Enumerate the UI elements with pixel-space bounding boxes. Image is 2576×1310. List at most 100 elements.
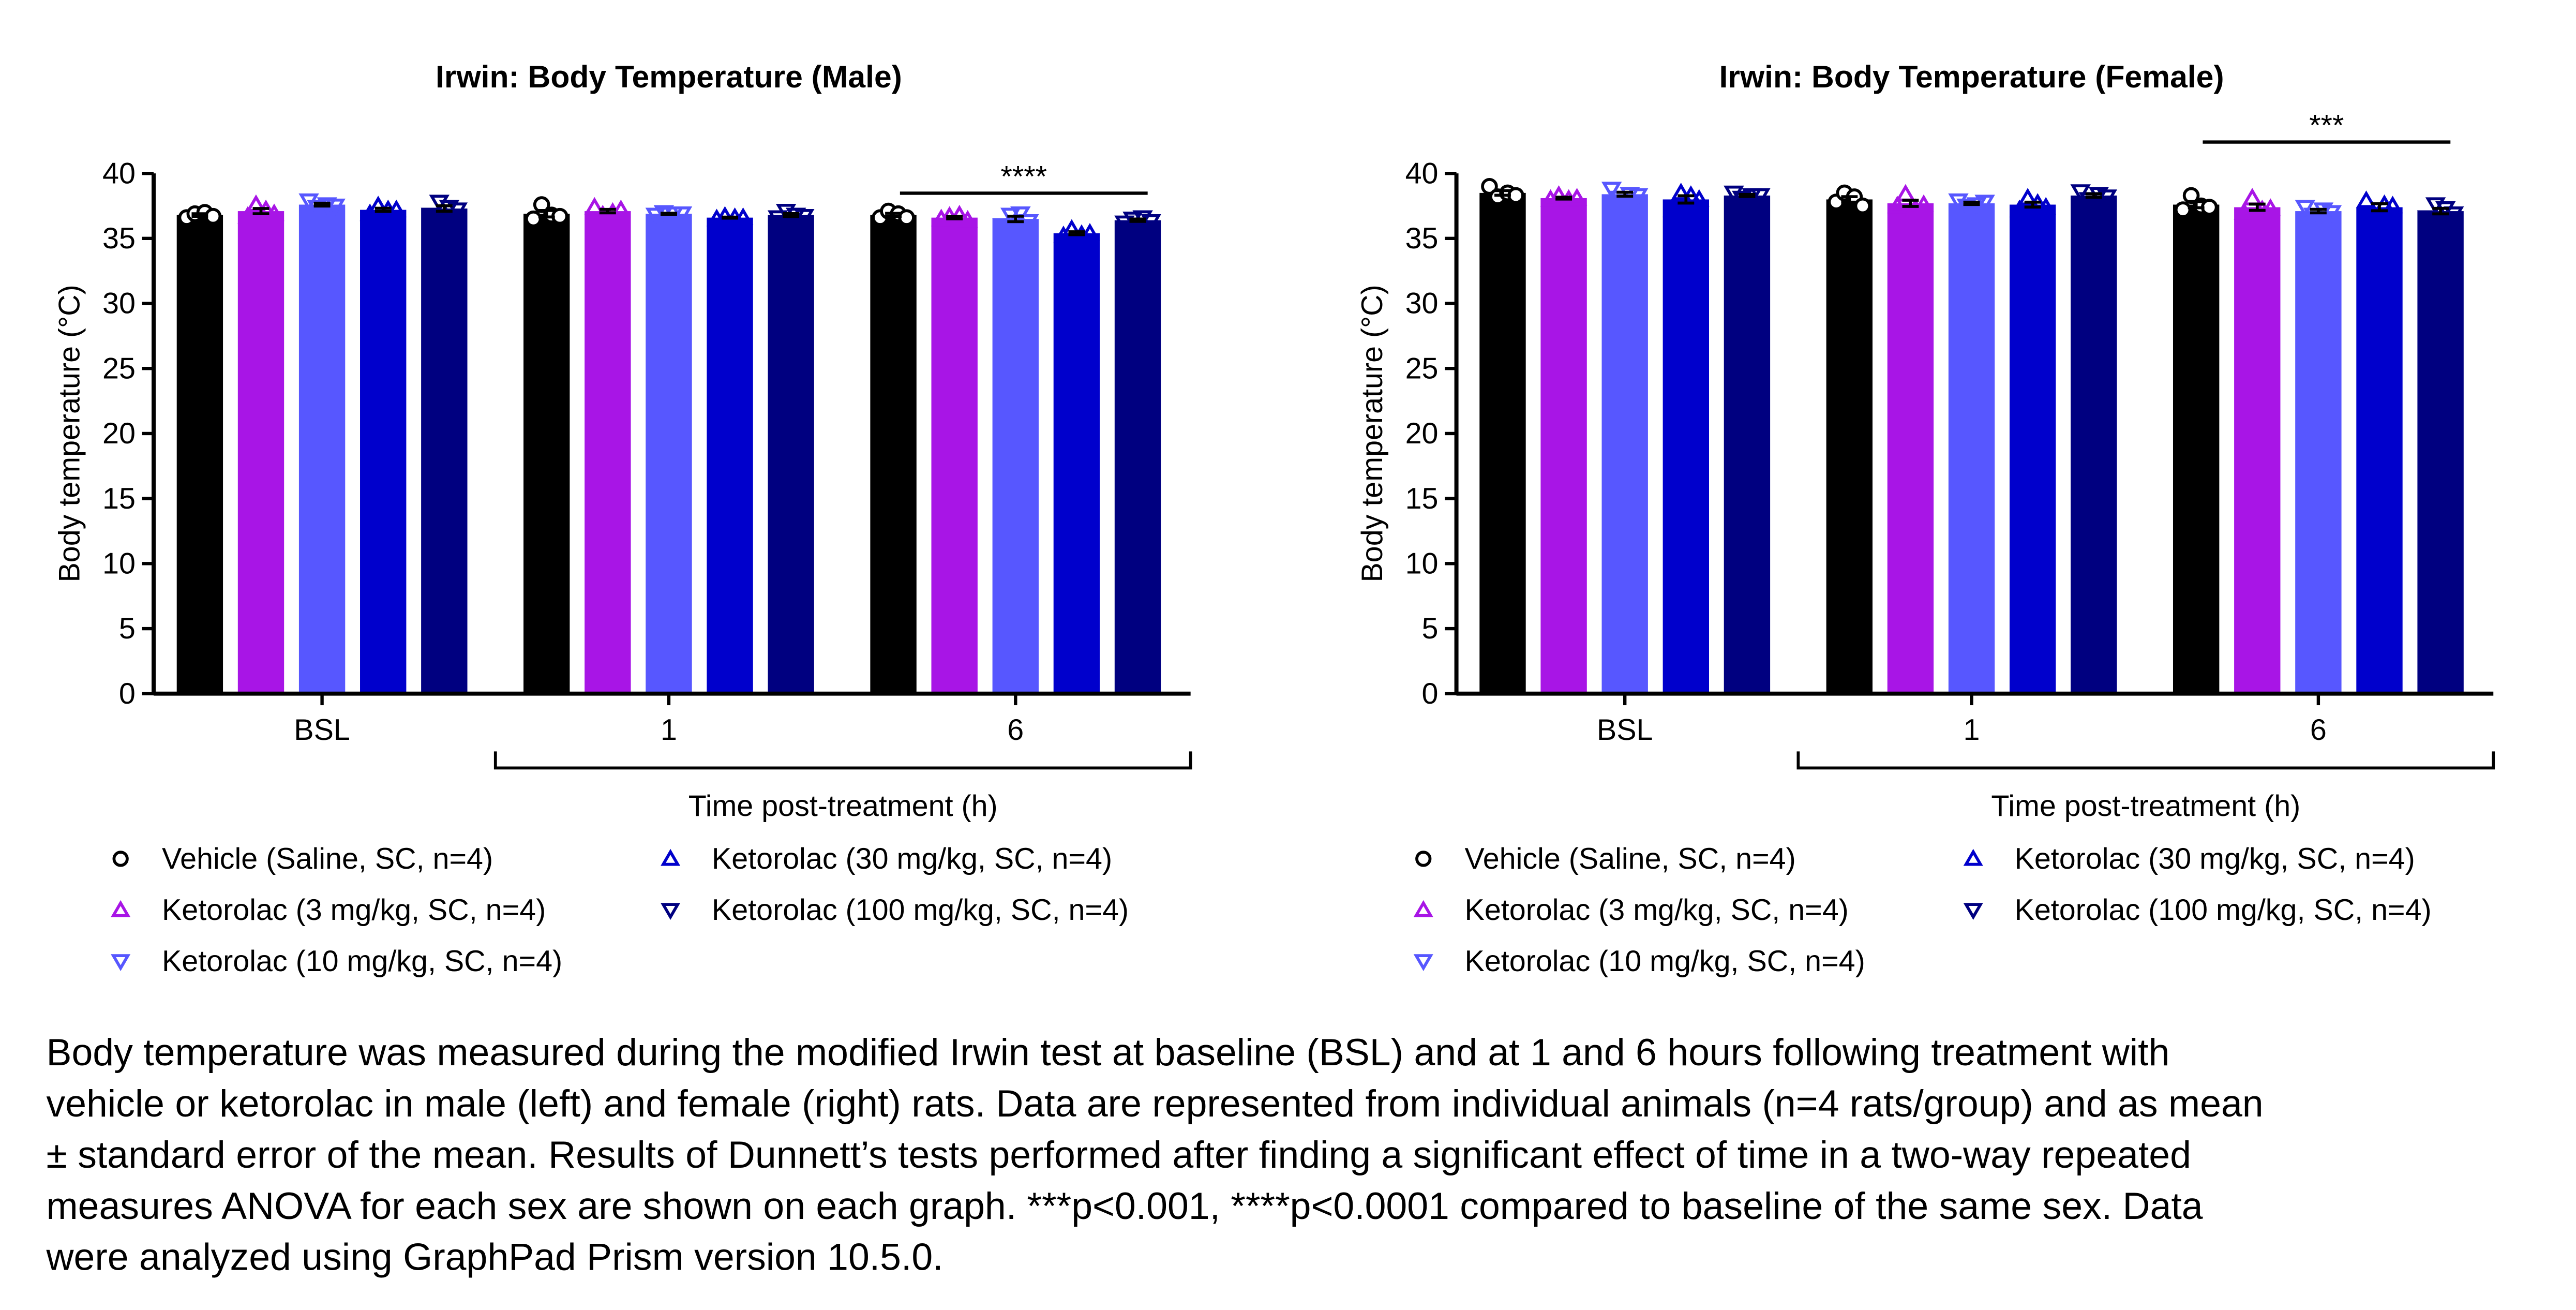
error-bar	[599, 207, 616, 215]
bar	[237, 211, 284, 694]
point	[237, 206, 258, 224]
point	[732, 207, 754, 225]
point	[204, 207, 222, 225]
bar	[523, 214, 570, 694]
point	[2096, 189, 2118, 207]
point	[1887, 196, 1908, 214]
y-tick-label: 20	[1405, 417, 1439, 450]
point	[2321, 205, 2342, 223]
point	[2017, 188, 2038, 206]
y-tick-label: 5	[119, 612, 136, 645]
group-bracket	[493, 751, 1192, 770]
error-bar	[436, 204, 453, 213]
chart-title: Irwin: Body Temperature (Female)	[1719, 59, 2224, 94]
point	[1507, 187, 1524, 204]
bar	[1887, 203, 1934, 694]
x-tick-label: BSL	[294, 713, 350, 747]
caption-line: Body temperature was measured during the…	[47, 1031, 2170, 1074]
legend-marker	[661, 903, 681, 920]
point	[2443, 206, 2464, 224]
error-bar	[2432, 206, 2449, 216]
y-tick-label: 0	[1422, 677, 1439, 710]
point	[386, 199, 407, 217]
error-bar	[1555, 196, 1572, 201]
error-bar	[1007, 215, 1024, 224]
point	[767, 210, 788, 228]
point	[898, 209, 915, 226]
error-bar	[1739, 193, 1756, 198]
error-bar	[1068, 230, 1085, 236]
point	[1114, 215, 1135, 233]
error-bar	[375, 206, 392, 213]
y-tick-label: 10	[1405, 547, 1439, 580]
point	[1663, 199, 1683, 217]
point	[2234, 202, 2254, 220]
bar	[1114, 220, 1161, 694]
point	[1566, 188, 1587, 206]
legend-label: Vehicle (Saline, SC, n=4)	[1465, 842, 1796, 875]
point	[992, 218, 1013, 236]
point	[793, 209, 815, 227]
caption-line: vehicle or ketorolac in male (left) and …	[47, 1082, 2264, 1125]
error-bar	[252, 207, 269, 215]
point	[584, 197, 605, 215]
y-axis-label: Body temperature (°C)	[1356, 285, 1389, 582]
point	[246, 194, 266, 212]
group-bracket	[1796, 751, 2495, 770]
error-bar	[2188, 200, 2205, 210]
point	[2260, 198, 2281, 216]
bar	[1053, 233, 1100, 694]
point	[949, 204, 970, 222]
bar	[646, 214, 692, 694]
legend-marker	[111, 900, 131, 917]
point	[1670, 183, 1691, 201]
y-tick-label: 40	[102, 157, 136, 190]
caption-line: ± standard error of the mean. Results of…	[47, 1134, 2191, 1176]
legend-label: Ketorolac (30 mg/kg, SC, n=4)	[712, 842, 1112, 875]
legend-marker	[1413, 900, 1433, 917]
error-bar	[313, 201, 331, 208]
y-tick-label: 35	[1405, 222, 1439, 255]
error-bar	[1494, 189, 1511, 197]
error-bar	[1678, 194, 1695, 205]
caption-line: were analyzed using GraphPad Prism versi…	[46, 1236, 943, 1278]
error-bar	[2249, 202, 2266, 212]
point	[714, 206, 736, 224]
point	[2356, 190, 2377, 209]
caption-line: measures ANOVA for each sex are shown on…	[47, 1185, 2203, 1227]
point	[1141, 214, 1161, 232]
bar	[1601, 194, 1648, 694]
point	[1750, 188, 1771, 206]
point	[447, 202, 468, 220]
x-axis-label: Time post-treatment (h)	[1991, 790, 2300, 823]
legend-label: Ketorolac (10 mg/kg, SC, n=4)	[1465, 945, 1865, 978]
bar	[176, 215, 223, 694]
point	[1601, 182, 1622, 200]
point	[2009, 199, 2030, 217]
point	[2242, 188, 2263, 206]
bar	[1540, 198, 1587, 694]
bar	[1826, 199, 1873, 694]
point	[307, 200, 327, 218]
point	[1913, 194, 1934, 212]
point	[325, 198, 346, 216]
y-tick-label: 15	[1405, 482, 1439, 515]
bar	[870, 215, 917, 694]
bar	[585, 211, 631, 694]
point	[2035, 197, 2056, 215]
error-bar	[2310, 207, 2327, 215]
point	[1974, 195, 1995, 213]
legend-marker	[111, 954, 131, 971]
x-tick-label: BSL	[1597, 713, 1653, 747]
bar	[2295, 211, 2342, 694]
point	[1689, 189, 1710, 207]
legend-marker	[1963, 903, 1983, 920]
y-tick-label: 40	[1405, 157, 1439, 190]
legend-label: Vehicle (Saline, SC, n=4)	[162, 842, 493, 875]
bar	[2234, 207, 2281, 694]
bar	[992, 219, 1039, 694]
y-tick-label: 10	[102, 547, 136, 580]
point	[264, 203, 284, 221]
y-tick-label: 15	[102, 482, 136, 515]
